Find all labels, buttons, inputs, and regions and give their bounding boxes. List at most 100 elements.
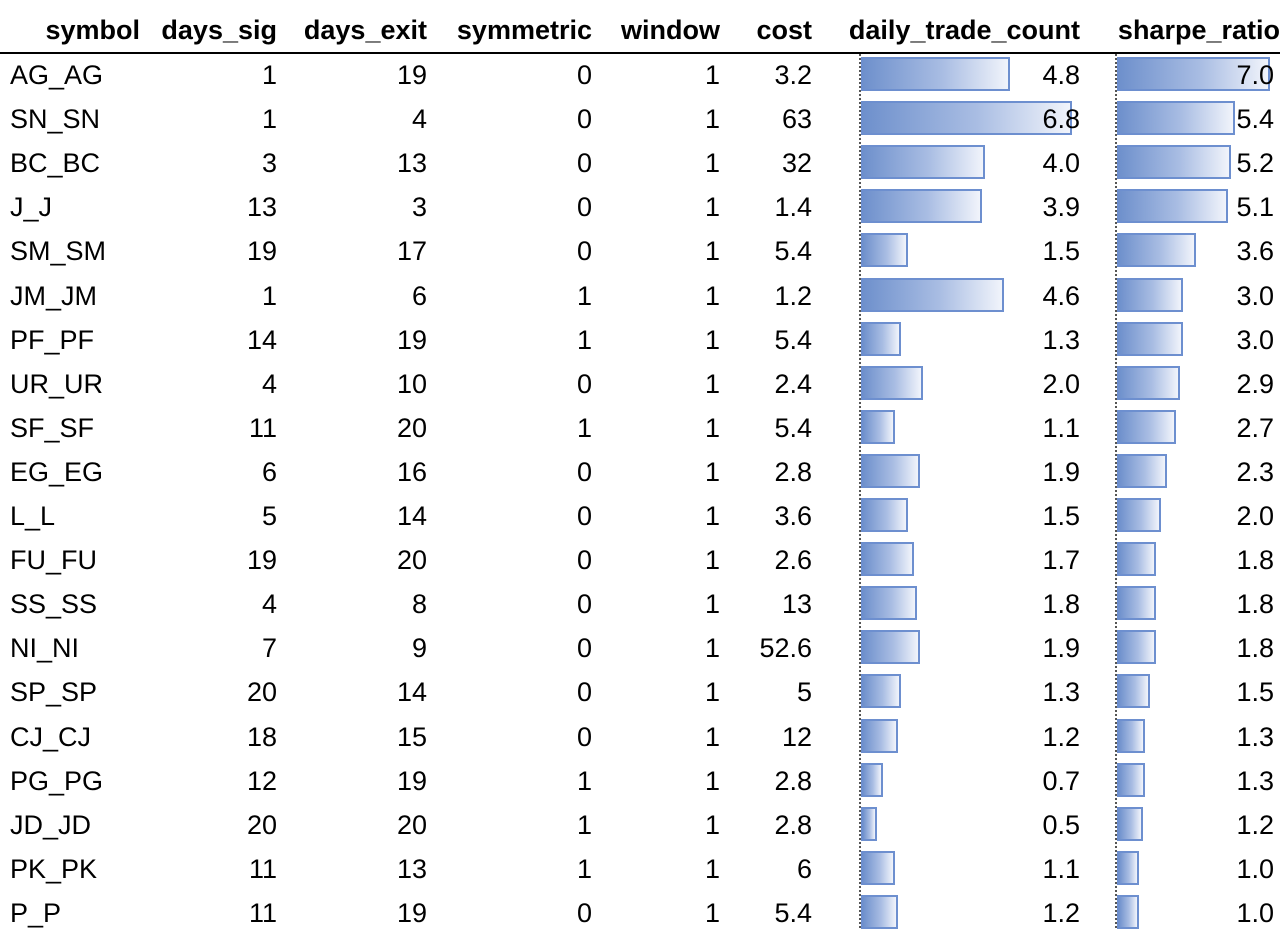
cell-days-exit[interactable]: 9 <box>411 633 427 664</box>
cell-days-sig[interactable]: 12 <box>246 765 277 796</box>
cell-days-exit[interactable]: 19 <box>396 60 427 90</box>
cell-daily-trade-count[interactable]: 1.9 <box>1042 633 1080 664</box>
cell-symbol[interactable]: SP_SP <box>10 677 98 708</box>
cell-cost[interactable]: 5.4 <box>774 236 812 267</box>
cell-symmetric[interactable]: 0 <box>576 677 592 708</box>
cell-days-sig[interactable]: 4 <box>261 368 277 399</box>
cell-symmetric[interactable]: 0 <box>576 104 592 135</box>
cell-daily-trade-count[interactable]: 1.9 <box>1042 456 1080 487</box>
column-header-cost[interactable]: cost <box>720 8 812 54</box>
cell-cost[interactable]: 2.4 <box>774 368 812 399</box>
cell-days-exit[interactable]: 19 <box>396 897 427 928</box>
cell-cost[interactable]: 2.8 <box>774 809 812 840</box>
cell-symmetric[interactable]: 1 <box>576 809 592 840</box>
cell-symbol[interactable]: L_L <box>10 501 56 531</box>
cell-sharpe-ratio[interactable]: 1.3 <box>1236 721 1274 752</box>
cell-cost[interactable]: 5 <box>796 677 812 708</box>
cell-sharpe-ratio[interactable]: 5.2 <box>1236 148 1274 179</box>
cell-symmetric[interactable]: 0 <box>576 60 592 90</box>
cell-window[interactable]: 1 <box>704 721 720 752</box>
cell-window[interactable]: 1 <box>704 501 720 531</box>
cell-symbol[interactable]: BC_BC <box>10 148 101 179</box>
cell-window[interactable]: 1 <box>704 853 720 884</box>
cell-daily-trade-count[interactable]: 3.9 <box>1042 192 1080 223</box>
cell-cost[interactable]: 3.6 <box>774 501 812 531</box>
cell-symbol[interactable]: SF_SF <box>10 412 95 443</box>
cell-days-sig[interactable]: 1 <box>261 280 277 311</box>
cell-daily-trade-count[interactable]: 6.8 <box>1042 104 1080 135</box>
cell-days-exit[interactable]: 14 <box>396 677 427 708</box>
cell-cost[interactable]: 32 <box>781 148 812 179</box>
cell-daily-trade-count[interactable]: 1.5 <box>1042 501 1080 531</box>
cell-sharpe-ratio[interactable]: 1.3 <box>1236 765 1274 796</box>
cell-cost[interactable]: 12 <box>781 721 812 752</box>
cell-days-exit[interactable]: 19 <box>396 765 427 796</box>
cell-daily-trade-count[interactable]: 4.0 <box>1042 148 1080 179</box>
cell-symmetric[interactable]: 0 <box>576 897 592 928</box>
cell-days-sig[interactable]: 14 <box>246 324 277 355</box>
cell-cost[interactable]: 2.8 <box>774 456 812 487</box>
cell-days-exit[interactable]: 13 <box>396 853 427 884</box>
column-header-days-exit[interactable]: days_exit <box>277 8 427 54</box>
cell-window[interactable]: 1 <box>704 104 720 135</box>
cell-symmetric[interactable]: 0 <box>576 368 592 399</box>
cell-days-sig[interactable]: 4 <box>261 589 277 620</box>
cell-cost[interactable]: 2.6 <box>774 545 812 576</box>
cell-daily-trade-count[interactable]: 1.8 <box>1042 589 1080 620</box>
cell-window[interactable]: 1 <box>704 456 720 487</box>
cell-sharpe-ratio[interactable]: 1.0 <box>1236 897 1274 928</box>
cell-symmetric[interactable]: 0 <box>576 501 592 531</box>
cell-daily-trade-count[interactable]: 4.8 <box>1042 60 1080 90</box>
cell-daily-trade-count[interactable]: 2.0 <box>1042 368 1080 399</box>
cell-days-exit[interactable]: 20 <box>396 545 427 576</box>
cell-symmetric[interactable]: 0 <box>576 589 592 620</box>
column-header-days-sig[interactable]: days_sig <box>140 8 277 54</box>
cell-days-sig[interactable]: 19 <box>246 545 277 576</box>
cell-sharpe-ratio[interactable]: 1.8 <box>1236 633 1274 664</box>
cell-sharpe-ratio[interactable]: 1.0 <box>1236 853 1274 884</box>
cell-days-sig[interactable]: 11 <box>248 853 277 884</box>
column-header-sharpe-ratio[interactable]: sharpe_ratio <box>1080 8 1280 54</box>
cell-symbol[interactable]: JD_JD <box>10 809 92 840</box>
cell-symbol[interactable]: NI_NI <box>10 633 80 664</box>
cell-sharpe-ratio[interactable]: 3.6 <box>1236 236 1274 267</box>
cell-days-exit[interactable]: 15 <box>396 721 427 752</box>
cell-window[interactable]: 1 <box>704 412 720 443</box>
cell-symmetric[interactable]: 0 <box>576 192 592 223</box>
cell-symmetric[interactable]: 1 <box>576 280 592 311</box>
cell-daily-trade-count[interactable]: 1.2 <box>1042 721 1080 752</box>
cell-window[interactable]: 1 <box>704 324 720 355</box>
cell-daily-trade-count[interactable]: 1.3 <box>1042 677 1080 708</box>
cell-window[interactable]: 1 <box>704 765 720 796</box>
cell-window[interactable]: 1 <box>704 60 720 90</box>
cell-days-sig[interactable]: 20 <box>246 677 277 708</box>
cell-window[interactable]: 1 <box>704 192 720 223</box>
cell-days-exit[interactable]: 4 <box>411 104 427 135</box>
cell-daily-trade-count[interactable]: 1.2 <box>1042 897 1080 928</box>
cell-days-sig[interactable]: 1 <box>261 104 277 135</box>
cell-symbol[interactable]: PG_PG <box>10 765 104 796</box>
cell-cost[interactable]: 2.8 <box>774 765 812 796</box>
cell-cost[interactable]: 13 <box>781 589 812 620</box>
cell-daily-trade-count[interactable]: 4.6 <box>1042 280 1080 311</box>
cell-days-exit[interactable]: 13 <box>396 148 427 179</box>
cell-symbol[interactable]: J_J <box>10 192 53 223</box>
cell-sharpe-ratio[interactable]: 1.8 <box>1236 545 1274 576</box>
cell-symbol[interactable]: JM_JM <box>10 280 97 311</box>
cell-days-sig[interactable]: 5 <box>261 501 277 531</box>
cell-window[interactable]: 1 <box>704 677 720 708</box>
cell-sharpe-ratio[interactable]: 2.3 <box>1236 456 1274 487</box>
column-header-symmetric[interactable]: symmetric <box>427 8 592 54</box>
cell-cost[interactable]: 5.4 <box>774 324 812 355</box>
cell-days-exit[interactable]: 20 <box>396 809 427 840</box>
cell-cost[interactable]: 5.4 <box>774 412 812 443</box>
cell-symmetric[interactable]: 1 <box>576 853 592 884</box>
column-header-window[interactable]: window <box>592 8 720 54</box>
cell-days-sig[interactable]: 13 <box>246 192 277 223</box>
cell-days-exit[interactable]: 3 <box>411 192 427 223</box>
cell-window[interactable]: 1 <box>704 633 720 664</box>
cell-symmetric[interactable]: 0 <box>576 456 592 487</box>
cell-daily-trade-count[interactable]: 0.5 <box>1042 809 1080 840</box>
cell-symbol[interactable]: CJ_CJ <box>10 721 92 752</box>
cell-window[interactable]: 1 <box>704 148 720 179</box>
